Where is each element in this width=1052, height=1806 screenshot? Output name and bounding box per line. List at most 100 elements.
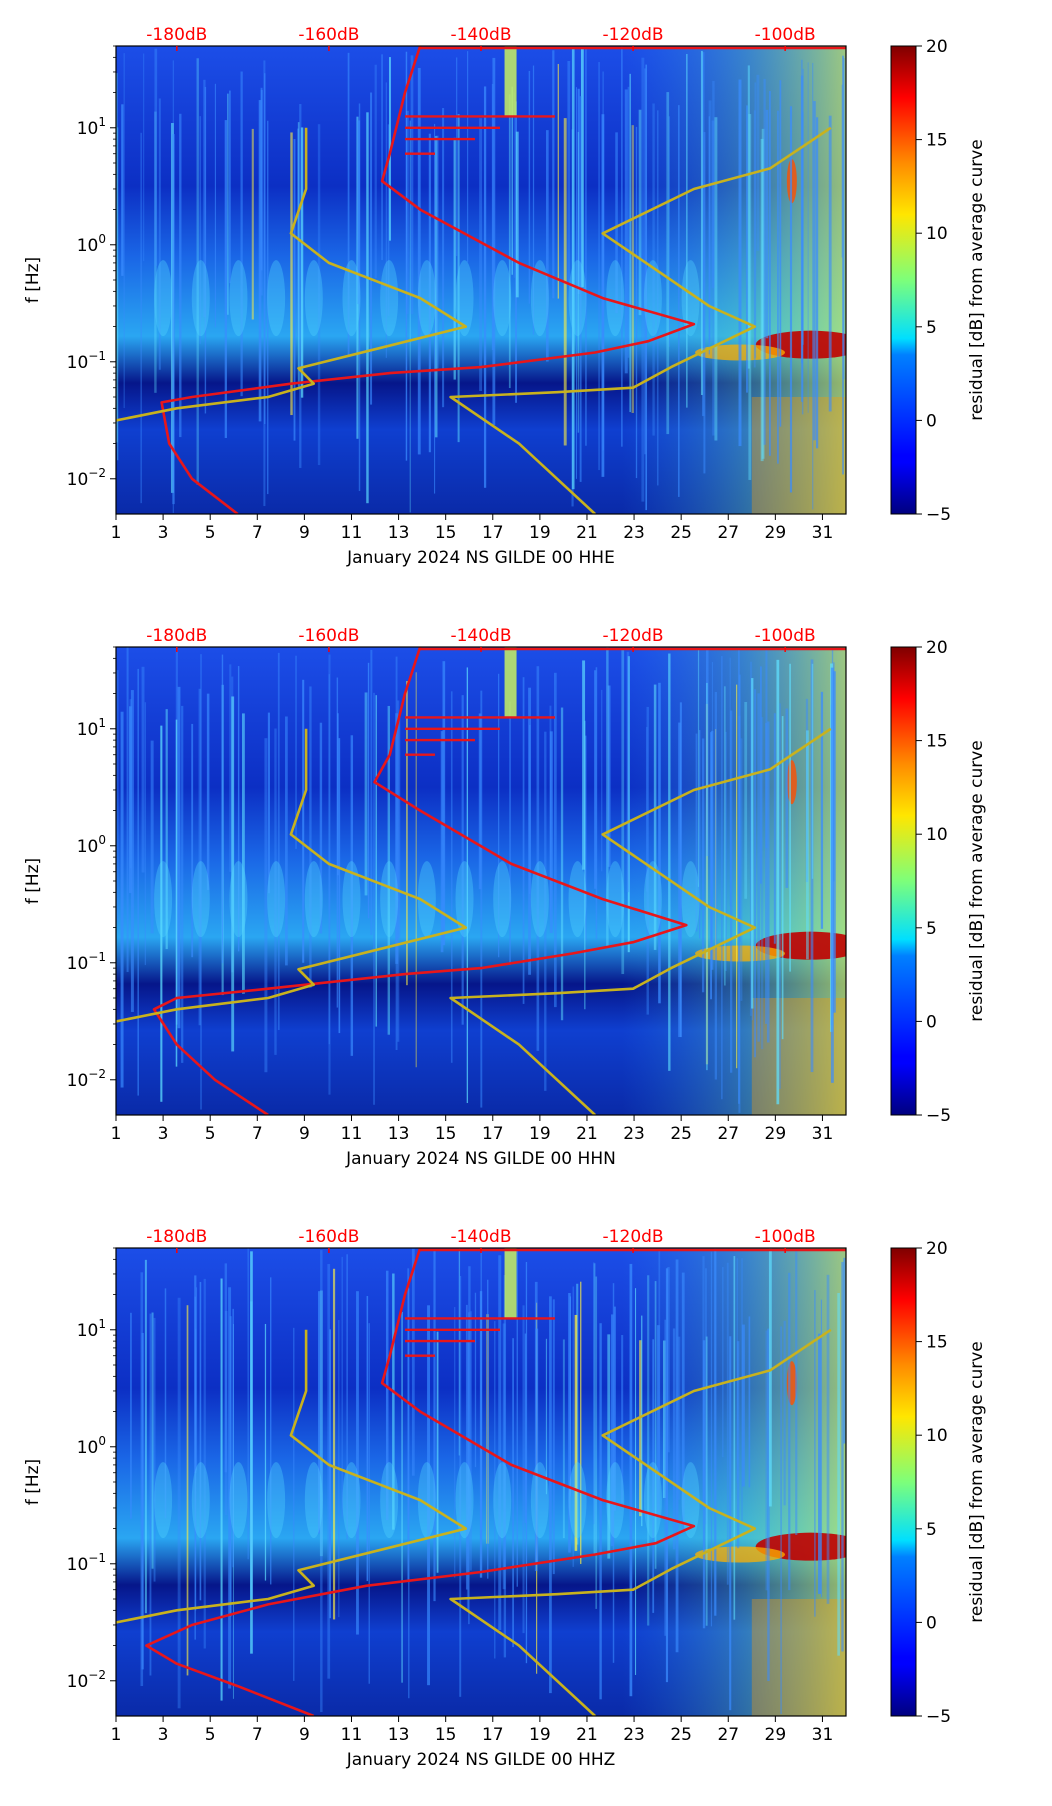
spectrogram-streak — [319, 1290, 323, 1557]
spectrogram-streak — [724, 686, 726, 986]
spectrogram-streak — [647, 1275, 650, 1626]
spectrogram-streak — [830, 667, 834, 1083]
spectrogram-streak — [695, 733, 698, 932]
spectrogram-blob — [154, 1462, 173, 1539]
spectrogram-blob — [229, 861, 248, 938]
spectrogram-streak — [571, 47, 575, 490]
spectrogram-streak — [733, 1256, 736, 1620]
spectrogram-streak — [177, 686, 181, 1029]
spectrogram-streak — [494, 1321, 496, 1659]
x-tick-label: 25 — [670, 523, 692, 543]
spectrogram-streak — [557, 63, 559, 299]
spectrogram-streak — [833, 671, 836, 1013]
x-tick-label: 29 — [765, 523, 787, 543]
spectrogram-streak — [328, 674, 330, 1045]
colorbar: 20 15 10 5 0 −5 residual [dB] from average cur… — [890, 1239, 987, 1727]
spectrogram-streak — [736, 1341, 740, 1549]
spectrogram-streak — [572, 1286, 575, 1567]
spectrogram-streak — [607, 1334, 611, 1559]
spectrogram-streak — [442, 108, 445, 408]
spectrogram-streak — [757, 693, 761, 1042]
hf-transient — [786, 760, 797, 805]
x-tick-label: 3 — [158, 1124, 169, 1144]
spectrogram-streak — [480, 690, 483, 1108]
spectrogram-streak — [725, 731, 727, 972]
spectrogram-streak — [667, 1267, 670, 1453]
spectrogram-blob — [267, 861, 286, 938]
spectrogram-streak — [665, 1268, 669, 1683]
spectrogram-streak — [738, 647, 740, 1104]
spectrogram-streak — [677, 1336, 681, 1500]
spectrogram-streak — [751, 678, 754, 1009]
spectrogram-streak — [789, 663, 791, 972]
spectrogram-streak — [584, 720, 586, 1010]
spectrogram-streak — [508, 94, 511, 389]
top-axis-label: -180dB — [146, 25, 207, 45]
top-axis-label: -120dB — [603, 626, 664, 646]
spectrogram-streak — [405, 51, 408, 461]
spectrogram-streak — [800, 75, 804, 402]
spectrogram-streak — [585, 735, 587, 940]
spectrogram-streak — [229, 664, 232, 872]
y-tick-label: 10−2 — [67, 1668, 106, 1692]
spectrogram-streak — [478, 713, 482, 890]
y-tick-label: 101 — [77, 716, 106, 740]
spectrogram-blob — [455, 861, 474, 938]
spectrogram-streak — [153, 1317, 156, 1582]
top-axis-label: -100dB — [755, 1227, 816, 1247]
spectrogram-streak — [783, 1320, 786, 1506]
spectrogram-streak — [594, 670, 597, 889]
spectrogram-streak — [247, 1248, 249, 1560]
spectrogram-streak — [656, 1325, 660, 1518]
spectrogram-streak — [346, 1254, 348, 1540]
spectrogram-blob — [342, 1462, 361, 1539]
spectrogram-streak — [714, 1248, 717, 1616]
spectrogram-streak — [546, 130, 549, 362]
x-tick-label: 5 — [205, 1124, 216, 1144]
spectrogram-streak — [675, 1259, 679, 1653]
spectrogram-streak — [165, 709, 168, 950]
spectrogram-image — [116, 647, 846, 1115]
spectrogram-streak — [595, 1276, 598, 1609]
spectrogram-streak — [467, 51, 469, 263]
spectrogram-blob — [417, 1462, 436, 1539]
spectrogram-streak — [370, 649, 373, 935]
spectrogram-streak — [366, 1295, 369, 1582]
spectrogram-streak — [186, 1305, 189, 1676]
spectrogram-streak — [434, 136, 438, 438]
spectrogram-streak — [580, 1281, 582, 1564]
spectrogram-streak — [203, 79, 206, 318]
colorbar-label: residual [dB] from average curve — [967, 139, 987, 420]
spectrogram-streak — [195, 1287, 198, 1471]
spectrogram-streak — [220, 1278, 223, 1701]
top-axis-label: -120dB — [603, 1227, 664, 1247]
spectrogram-streak — [820, 1299, 823, 1598]
spectrogram-streak — [779, 80, 782, 427]
x-tick-label: 9 — [299, 1725, 310, 1745]
spectrogram-streak — [137, 668, 139, 1096]
spectrogram-blob — [191, 260, 210, 337]
spectrogram-column — [504, 46, 517, 116]
spectrogram-streak — [117, 127, 119, 461]
x-tick-label: 17 — [482, 1124, 504, 1144]
spectrogram-streak — [789, 106, 793, 493]
spectrogram-streak — [525, 1261, 528, 1664]
spectrogram-streak — [524, 1333, 527, 1524]
spectrogram-streak — [374, 64, 377, 279]
spectrogram-blob — [304, 1462, 323, 1539]
spectrogram-streak — [370, 92, 373, 405]
spectrogram-streak — [128, 706, 132, 894]
spectrogram-streak — [264, 738, 268, 1073]
y-axis-label: f [Hz] — [23, 858, 43, 904]
spectrogram-streak — [568, 1293, 571, 1553]
spectrogram-streak — [158, 98, 161, 370]
spectrogram-streak — [740, 738, 743, 1001]
spectrogram-streak — [663, 1340, 666, 1498]
colorbar-gradient — [890, 646, 917, 1116]
spectrogram-image — [116, 46, 846, 514]
colorbar-tick-label: 5 — [926, 919, 937, 939]
spectrogram-streak — [585, 49, 587, 446]
spectrogram-streak — [686, 53, 688, 408]
spectrogram-streak — [130, 690, 134, 1012]
spectrogram-streak — [228, 1287, 232, 1689]
